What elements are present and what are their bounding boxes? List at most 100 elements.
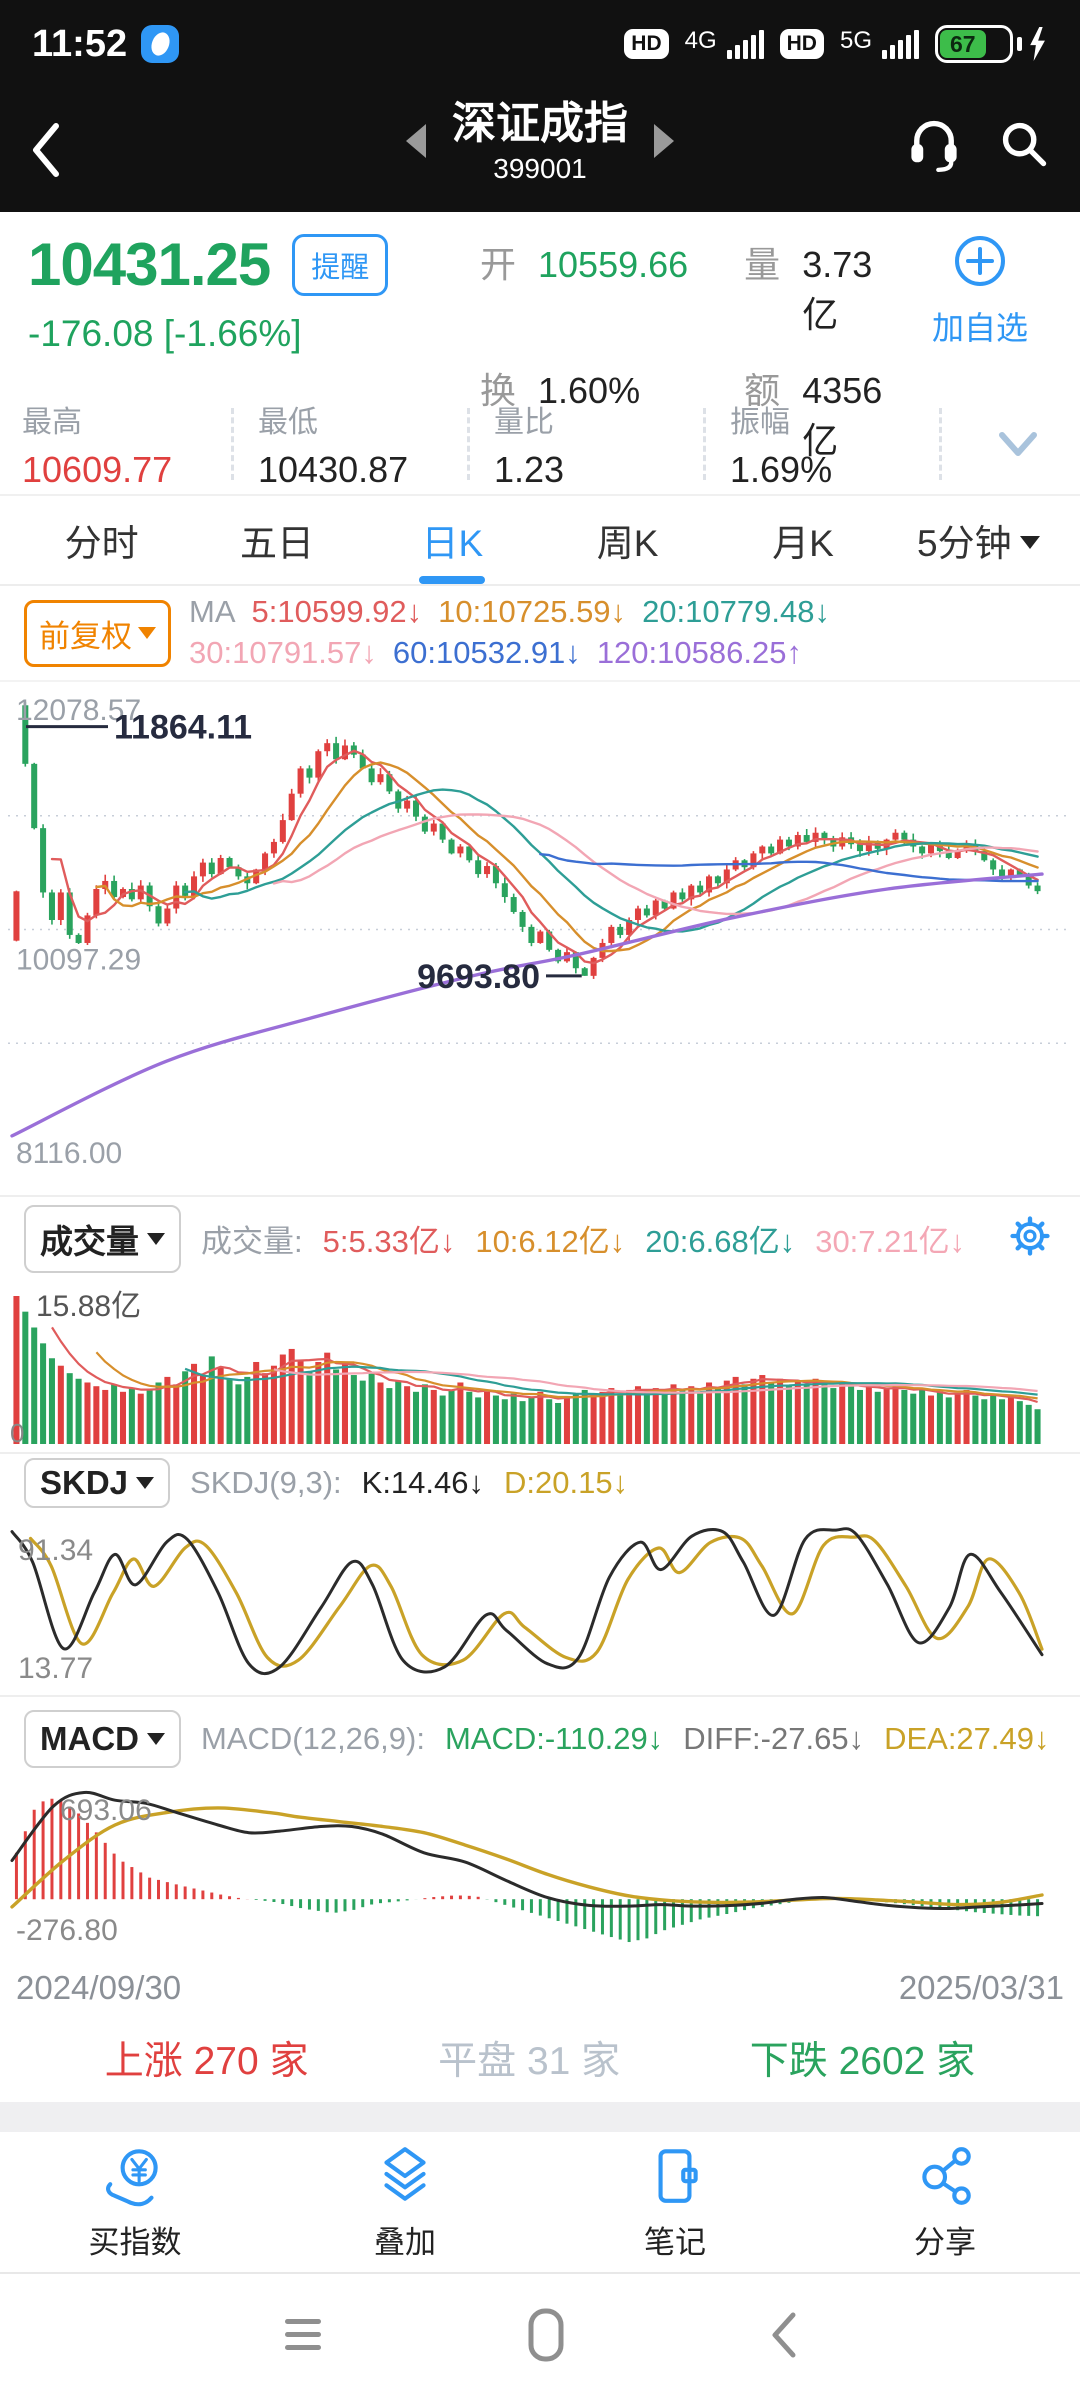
- amount-label: 额: [744, 370, 781, 411]
- macd-indicator-button[interactable]: MACD: [24, 1709, 181, 1768]
- open-value: 10559.66: [538, 244, 689, 285]
- nav-back-button[interactable]: [767, 2309, 799, 2366]
- search-button[interactable]: [998, 118, 1050, 175]
- volume-value: 3.73亿: [802, 244, 873, 335]
- low-value: 10430.87: [258, 449, 409, 490]
- dropdown-caret-icon: [1019, 535, 1040, 549]
- volume-chart[interactable]: 15.88亿 0: [0, 1280, 1080, 1452]
- ma-indicator-bar: 前复权 MA 5:10599.92↓ 10:10725.59↓ 20:10779…: [0, 586, 1080, 682]
- bottom-toolbar: 买指数 叠加 笔记 分享: [0, 2132, 1080, 2274]
- page-title: 深证成指: [452, 99, 628, 148]
- macd-chart[interactable]: 693.06 -276.80: [0, 1780, 1080, 1962]
- prev-stock-arrow[interactable]: [406, 124, 426, 159]
- hd-icon-2: HD: [779, 29, 824, 59]
- notes-button[interactable]: 笔记: [540, 2143, 810, 2262]
- svg-text:8116.00: 8116.00: [16, 1137, 122, 1170]
- add-watchlist-label: 加自选: [931, 310, 1028, 346]
- turnover-label: 换: [480, 370, 517, 411]
- ma30-value: 30:10791.57↓: [189, 635, 377, 670]
- signal-5g-icon: 5G: [840, 29, 919, 59]
- tab-weekly-k[interactable]: 周K: [596, 523, 659, 564]
- buy-index-button[interactable]: 买指数: [0, 2143, 270, 2262]
- app-header: 深证成指 399001: [0, 88, 1080, 212]
- ma120-value: 120:10586.25↑: [596, 635, 802, 670]
- dea-value: DEA:27.49↓: [884, 1720, 1050, 1756]
- share-icon: [922, 2146, 971, 2205]
- skdj-header: SKDJ SKDJ(9,3): K:14.46↓ D:20.15↓: [0, 1452, 1080, 1512]
- headset-icon: [911, 120, 957, 172]
- volume-prefix: 成交量:: [201, 1224, 303, 1259]
- svg-text:91.34: 91.34: [18, 1534, 93, 1567]
- diff-value: DIFF:-27.65↓: [683, 1720, 865, 1756]
- svg-text:11864.11: 11864.11: [114, 709, 252, 747]
- decliners-count: 下跌 2602 家: [749, 2040, 976, 2083]
- battery-icon: 67: [935, 25, 1048, 63]
- volume-indicator-button[interactable]: 成交量: [24, 1204, 181, 1273]
- back-chevron-icon: [33, 123, 59, 177]
- amount-value: 4356亿: [802, 370, 883, 461]
- date-axis: 2024/09/30 2025/03/31: [0, 1962, 1080, 2014]
- tab-minute[interactable]: 分时: [64, 523, 139, 564]
- svg-text:15.88亿: 15.88亿: [36, 1290, 141, 1323]
- svg-text:12078.57: 12078.57: [16, 694, 141, 727]
- share-button[interactable]: 分享: [810, 2143, 1080, 2262]
- charging-bolt-icon: [1030, 27, 1045, 61]
- open-label: 开: [480, 244, 517, 285]
- section-divider: [0, 2102, 1080, 2132]
- svg-text:693.06: 693.06: [60, 1794, 152, 1827]
- high-label: 最高: [22, 406, 82, 439]
- svg-text:9693.80: 9693.80: [417, 958, 540, 996]
- skdj-d-value: D:20.15↓: [504, 1465, 629, 1500]
- ma60-value: 60:10532.91↓: [392, 635, 581, 670]
- volume-header: 成交量 成交量: 5:5.33亿↓ 10:6.12亿↓ 20:6.68亿↓ 30…: [0, 1195, 1080, 1280]
- overlay-button[interactable]: 叠加: [270, 2143, 540, 2262]
- menu-icon: [284, 2318, 321, 2350]
- vol-ratio-label: 量比: [494, 406, 554, 439]
- home-pill-icon: [528, 2308, 564, 2361]
- unchanged-count: 平盘 31 家: [438, 2040, 621, 2083]
- nav-back-chevron-icon: [772, 2312, 796, 2357]
- signal-4g-icon: 4G: [685, 29, 764, 59]
- skdj-chart[interactable]: 91.34 13.77: [0, 1512, 1080, 1695]
- main-chart[interactable]: 12078.57 10097.29 8116.00 11864.11 9693.80: [0, 682, 1080, 1195]
- recents-button[interactable]: [281, 2315, 325, 2360]
- ma20-value: 20:10779.48↓: [642, 594, 830, 630]
- volume-label: 量: [744, 244, 781, 285]
- macd-header: MACD MACD(12,26,9): MACD:-110.29↓ DIFF:-…: [0, 1695, 1080, 1780]
- alert-button[interactable]: 提醒: [292, 233, 389, 296]
- vol-ma5: 5:5.33亿↓: [322, 1224, 456, 1259]
- clock: 11:52: [32, 22, 128, 65]
- market-breadth-row: 上涨 270 家 平盘 31 家 下跌 2602 家: [0, 2014, 1080, 2102]
- vol-ma30: 30:7.21亿↓: [815, 1224, 966, 1259]
- svg-text:10097.29: 10097.29: [16, 944, 141, 977]
- overlay-layers-icon: [384, 2146, 426, 2201]
- last-price: 10431.25: [28, 231, 271, 298]
- skdj-prefix: SKDJ(9,3):: [190, 1465, 342, 1500]
- svg-text:0: 0: [10, 1418, 24, 1448]
- tab-monthly-k[interactable]: 月K: [772, 523, 834, 564]
- stats-row: 最高 10609.77 最低 10430.87 量比 1.23 振幅 1.69%: [0, 394, 1080, 496]
- add-plus-icon: [955, 236, 1005, 286]
- dropdown-caret-icon: [138, 627, 156, 639]
- add-watchlist-button[interactable]: 加自选: [900, 230, 1060, 394]
- adjust-mode-button[interactable]: 前复权: [24, 599, 171, 667]
- tab-5day[interactable]: 五日: [239, 523, 314, 564]
- tab-daily-k[interactable]: 日K: [365, 496, 540, 584]
- customer-service-button[interactable]: [908, 116, 960, 177]
- system-navbar: [0, 2274, 1080, 2400]
- hd-icon: HD: [624, 29, 669, 59]
- vol-ma20: 20:6.68亿↓: [645, 1224, 796, 1259]
- home-button[interactable]: [526, 2307, 566, 2368]
- skdj-indicator-button[interactable]: SKDJ: [24, 1458, 171, 1508]
- chevron-down-icon: [999, 432, 1037, 456]
- indicator-settings-button[interactable]: [1006, 1212, 1054, 1265]
- next-stock-arrow[interactable]: [654, 124, 674, 159]
- low-label: 最低: [258, 406, 318, 439]
- period-tabs: 分时 五日 日K 周K 月K 5分钟: [0, 496, 1080, 586]
- expand-stats-button[interactable]: [966, 429, 1070, 459]
- svg-text:13.77: 13.77: [18, 1652, 93, 1685]
- tab-5min-dropdown[interactable]: 5分钟: [891, 496, 1066, 584]
- back-button[interactable]: [26, 118, 66, 187]
- amplitude-label: 振幅: [730, 406, 790, 439]
